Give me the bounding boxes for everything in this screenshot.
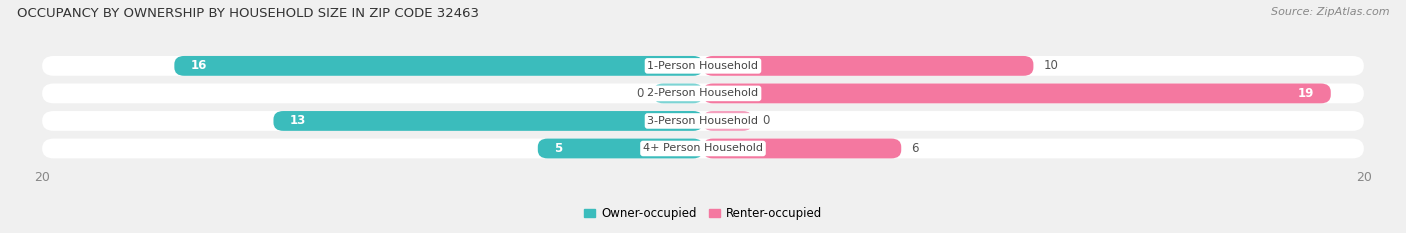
FancyBboxPatch shape (42, 56, 1364, 76)
Text: 5: 5 (554, 142, 562, 155)
FancyBboxPatch shape (703, 111, 752, 131)
Text: 4+ Person Household: 4+ Person Household (643, 144, 763, 154)
Legend: Owner-occupied, Renter-occupied: Owner-occupied, Renter-occupied (583, 207, 823, 220)
Text: 0: 0 (762, 114, 770, 127)
Text: OCCUPANCY BY OWNERSHIP BY HOUSEHOLD SIZE IN ZIP CODE 32463: OCCUPANCY BY OWNERSHIP BY HOUSEHOLD SIZE… (17, 7, 479, 20)
FancyBboxPatch shape (42, 111, 1364, 131)
FancyBboxPatch shape (42, 83, 1364, 103)
FancyBboxPatch shape (174, 56, 703, 76)
Text: 0: 0 (636, 87, 644, 100)
FancyBboxPatch shape (537, 139, 703, 158)
Text: 13: 13 (290, 114, 307, 127)
FancyBboxPatch shape (703, 83, 1330, 103)
Text: 1-Person Household: 1-Person Household (648, 61, 758, 71)
FancyBboxPatch shape (654, 83, 703, 103)
Text: 19: 19 (1298, 87, 1315, 100)
Text: 6: 6 (911, 142, 918, 155)
FancyBboxPatch shape (703, 139, 901, 158)
FancyBboxPatch shape (42, 139, 1364, 158)
Text: 10: 10 (1043, 59, 1059, 72)
FancyBboxPatch shape (703, 56, 1033, 76)
Text: 2-Person Household: 2-Person Household (647, 88, 759, 98)
Text: Source: ZipAtlas.com: Source: ZipAtlas.com (1271, 7, 1389, 17)
Text: 16: 16 (191, 59, 207, 72)
FancyBboxPatch shape (273, 111, 703, 131)
Text: 3-Person Household: 3-Person Household (648, 116, 758, 126)
